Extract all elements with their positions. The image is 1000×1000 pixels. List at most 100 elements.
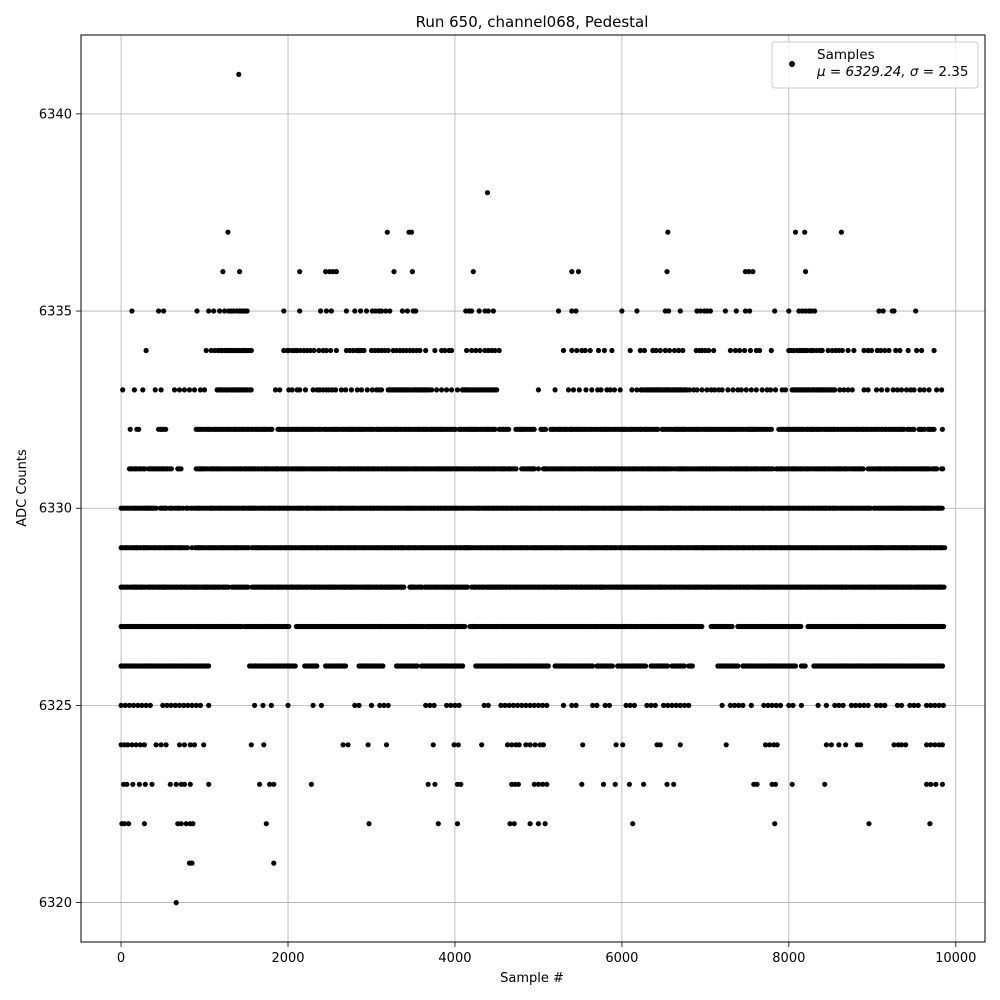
data-point	[836, 702, 842, 709]
data-point	[802, 229, 808, 235]
data-point	[316, 347, 322, 354]
data-point	[648, 702, 654, 709]
data-point	[523, 702, 529, 709]
legend-stats-suffix: = 2.35	[918, 64, 968, 80]
data-point	[158, 387, 164, 393]
data-point	[124, 781, 130, 787]
data-point	[932, 702, 938, 709]
data-point	[865, 702, 871, 709]
y-axis-label: ADC Counts	[15, 449, 30, 527]
data-point	[736, 702, 742, 709]
data-point	[560, 347, 567, 354]
data-point	[203, 347, 209, 354]
data-point	[733, 308, 739, 314]
data-point	[540, 742, 547, 748]
data-point	[141, 821, 147, 827]
data-point	[882, 347, 888, 354]
data-point	[595, 347, 602, 354]
data-point	[143, 702, 149, 709]
data-point	[408, 229, 415, 235]
data-point	[565, 387, 572, 393]
data-point	[939, 505, 945, 511]
data-point	[730, 387, 736, 393]
data-point	[769, 702, 775, 709]
data-point	[181, 781, 188, 787]
data-point	[206, 702, 212, 709]
data-point	[792, 663, 799, 669]
data-point	[141, 742, 147, 748]
data-point	[627, 702, 633, 709]
data-point	[849, 387, 855, 393]
data-point	[302, 387, 309, 393]
data-point	[941, 623, 947, 630]
data-point	[609, 663, 616, 669]
data-point	[746, 269, 752, 275]
data-point	[449, 387, 455, 393]
data-point	[782, 387, 789, 393]
data-point	[831, 387, 837, 393]
data-point	[740, 702, 746, 709]
data-point	[681, 702, 688, 709]
data-point	[245, 584, 251, 590]
data-point	[391, 269, 397, 275]
data-point	[448, 702, 454, 709]
data-point	[444, 702, 450, 709]
data-point	[426, 387, 432, 393]
data-point	[318, 702, 324, 709]
data-point	[464, 347, 470, 354]
data-point	[187, 781, 193, 787]
data-point	[479, 742, 485, 748]
data-point	[773, 702, 779, 709]
data-point	[434, 387, 440, 393]
data-point	[361, 347, 367, 354]
data-point	[569, 702, 575, 709]
data-point	[600, 781, 607, 787]
data-point	[425, 781, 431, 787]
data-point	[189, 702, 195, 709]
data-point	[590, 702, 596, 709]
data-point	[191, 387, 198, 393]
data-point	[364, 387, 370, 393]
data-point	[748, 387, 754, 393]
data-point	[181, 742, 188, 748]
data-point	[131, 387, 137, 393]
data-point	[587, 347, 593, 354]
data-point	[915, 702, 921, 709]
data-point	[383, 308, 389, 314]
data-point	[673, 702, 679, 709]
data-point	[126, 702, 132, 709]
data-point	[237, 269, 243, 275]
data-point	[851, 347, 857, 354]
data-point	[544, 702, 550, 709]
data-point	[358, 308, 364, 314]
data-point	[921, 426, 928, 432]
data-point	[884, 387, 890, 393]
data-point	[905, 347, 911, 354]
data-point	[352, 702, 358, 709]
data-point	[609, 347, 615, 354]
data-point	[414, 663, 420, 669]
y-tick-label: 6335	[39, 305, 72, 320]
legend-marker	[789, 61, 795, 67]
data-point	[504, 742, 511, 748]
data-point	[206, 663, 212, 669]
data-point	[289, 387, 295, 393]
data-point	[907, 702, 913, 709]
data-point	[840, 702, 846, 709]
data-point	[653, 347, 659, 354]
data-point	[873, 702, 880, 709]
data-point	[671, 347, 678, 354]
data-point	[644, 702, 650, 709]
data-point	[248, 387, 254, 393]
data-point	[570, 387, 577, 393]
data-point	[462, 623, 468, 630]
data-point	[602, 702, 608, 709]
data-point	[665, 229, 671, 235]
data-point	[898, 702, 905, 709]
data-point	[666, 347, 673, 354]
data-point	[343, 308, 349, 314]
data-point	[507, 821, 513, 827]
data-point	[738, 387, 744, 393]
data-point	[186, 387, 193, 393]
data-point	[206, 781, 212, 787]
